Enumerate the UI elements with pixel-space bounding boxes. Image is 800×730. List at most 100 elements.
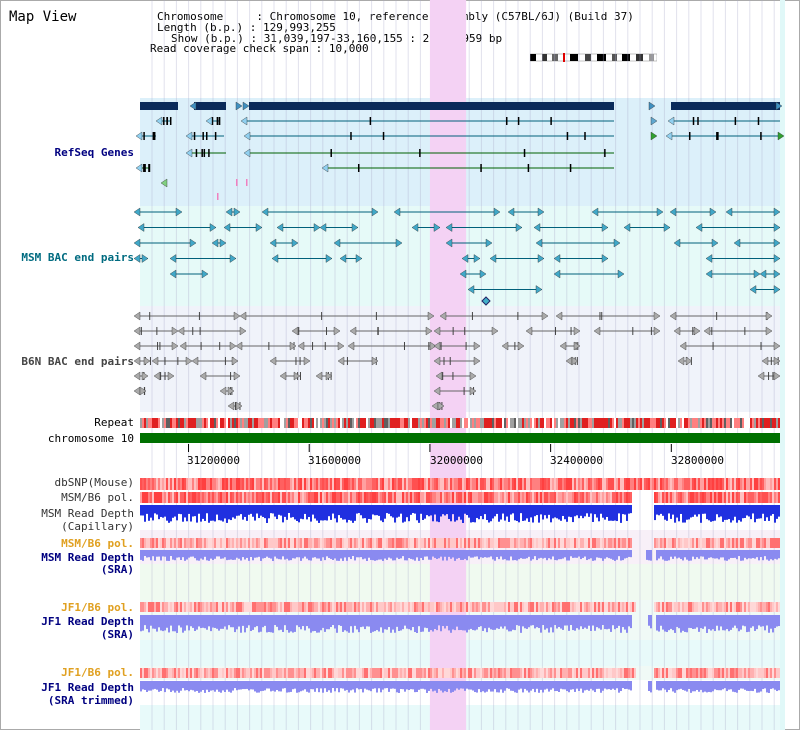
repeat-element <box>506 418 508 428</box>
repeat-element <box>374 418 376 428</box>
track-label-refseq[interactable]: RefSeq Genes <box>54 146 134 159</box>
read-depth-bar <box>428 550 430 560</box>
read-depth-bar <box>716 505 718 515</box>
bac-end-marker <box>141 371 149 381</box>
chromosome-ideogram[interactable] <box>530 53 657 62</box>
repeat-element <box>264 418 266 428</box>
read-depth-bar <box>718 681 720 691</box>
read-depth-bar <box>266 681 268 689</box>
read-depth-bar <box>462 505 464 523</box>
track-label-jf1-depth-sra[interactable]: JF1 Read Depth <box>41 615 134 628</box>
track-label-chromosome[interactable]: chromosome 10 <box>47 432 134 445</box>
polymorphism-cell <box>320 602 322 612</box>
repeat-element <box>666 418 668 428</box>
track-label-dbsnp[interactable]: dbSNP(Mouse) <box>54 476 134 489</box>
polymorphism-cell <box>204 538 206 548</box>
polymorphism-cell <box>446 538 448 548</box>
polymorphism-cell <box>412 492 414 503</box>
bac-tick <box>346 357 348 365</box>
track-label-repeat[interactable]: Repeat <box>94 416 134 429</box>
polymorphism-cell <box>502 538 504 548</box>
track-label-jf1-b6-pol-2[interactable]: JF1/B6 pol. <box>61 666 134 679</box>
track-label-msm-depth-sra[interactable]: MSM Read Depth <box>41 551 134 564</box>
polymorphism-cell <box>630 492 632 503</box>
read-depth-bar <box>306 681 308 692</box>
polymorphism-cell <box>350 668 352 678</box>
polymorphism-cell <box>160 668 162 678</box>
read-depth-bar <box>206 681 208 690</box>
polymorphism-cell <box>230 492 232 503</box>
polymorphism-cell <box>324 602 326 612</box>
read-depth-bar <box>140 681 142 692</box>
read-depth-bar <box>370 550 372 560</box>
polymorphism-cell <box>530 602 532 612</box>
polymorphism-cell <box>498 668 500 678</box>
read-depth-bar <box>572 505 574 523</box>
read-depth-bar <box>506 505 508 517</box>
bac-tick <box>164 357 166 365</box>
snp-density-cell <box>406 478 408 490</box>
polymorphism-cell <box>602 668 604 678</box>
repeat-element <box>438 418 440 428</box>
bac-tick <box>192 327 194 335</box>
polymorphism-cell <box>504 668 506 678</box>
gene-exon <box>203 149 206 157</box>
polymorphism-cell <box>428 668 430 678</box>
read-depth-bar <box>142 550 144 561</box>
track-label-msm-b6-pol-2[interactable]: MSM/B6 pol. <box>61 537 134 550</box>
read-depth-bar <box>594 615 596 631</box>
polymorphism-cell <box>774 602 776 612</box>
repeat-element <box>684 418 686 428</box>
read-depth-bar <box>348 550 350 558</box>
read-depth-bar <box>614 681 616 690</box>
polymorphism-cell <box>496 602 498 612</box>
read-depth-bar <box>530 615 532 626</box>
polymorphism-cell <box>626 492 628 503</box>
polymorphism-cell <box>458 668 460 678</box>
polymorphism-cell <box>348 492 350 503</box>
bac-end-marker <box>167 371 175 381</box>
read-depth-bar <box>662 681 664 689</box>
repeat-element <box>460 418 462 428</box>
polymorphism-cell <box>434 492 436 503</box>
snp-density-cell <box>362 478 364 490</box>
read-depth-bar <box>312 681 314 690</box>
polymorphism-cell <box>140 668 142 678</box>
read-depth-bar <box>306 615 308 627</box>
track-label-msm-bac[interactable]: MSM BAC end pairs <box>21 251 134 264</box>
read-depth-bar <box>228 615 230 626</box>
repeat-element <box>574 418 576 428</box>
polymorphism-cell <box>174 602 176 612</box>
bac-end-marker <box>429 341 437 351</box>
polymorphism-cell <box>374 602 376 612</box>
polymorphism-cell <box>408 602 410 612</box>
track-label-msm-b6-pol[interactable]: MSM/B6 pol. <box>61 491 134 504</box>
read-depth-bar <box>454 615 456 631</box>
polymorphism-cell <box>210 668 212 678</box>
read-depth-bar <box>720 615 722 627</box>
bac-tick <box>164 372 166 380</box>
polymorphism-cell <box>228 492 230 503</box>
bac-end-marker <box>473 254 481 263</box>
bac-end-marker <box>695 223 703 232</box>
polymorphism-cell <box>476 492 478 503</box>
read-depth-bar <box>626 681 628 689</box>
snp-density-cell <box>624 478 626 490</box>
read-depth-bar <box>590 550 592 559</box>
read-depth-bar <box>732 615 734 628</box>
snp-density-cell <box>600 478 602 490</box>
bac-end-marker <box>411 223 419 232</box>
bac-end-marker <box>445 238 453 248</box>
read-depth-bar <box>456 505 458 521</box>
read-depth-bar <box>606 615 608 630</box>
read-depth-bar <box>292 681 294 690</box>
polymorphism-cell <box>750 492 752 503</box>
repeat-element <box>262 418 264 428</box>
track-label-msm-depth-cap[interactable]: MSM Read Depth <box>41 507 134 520</box>
snp-density-cell <box>650 478 652 490</box>
track-label-b6n-bac[interactable]: B6N BAC end pairs <box>21 355 134 368</box>
track-label-jf1-depth-trim[interactable]: JF1 Read Depth <box>41 681 134 694</box>
read-depth-bar <box>158 681 160 692</box>
track-label-jf1-b6-pol[interactable]: JF1/B6 pol. <box>61 601 134 614</box>
